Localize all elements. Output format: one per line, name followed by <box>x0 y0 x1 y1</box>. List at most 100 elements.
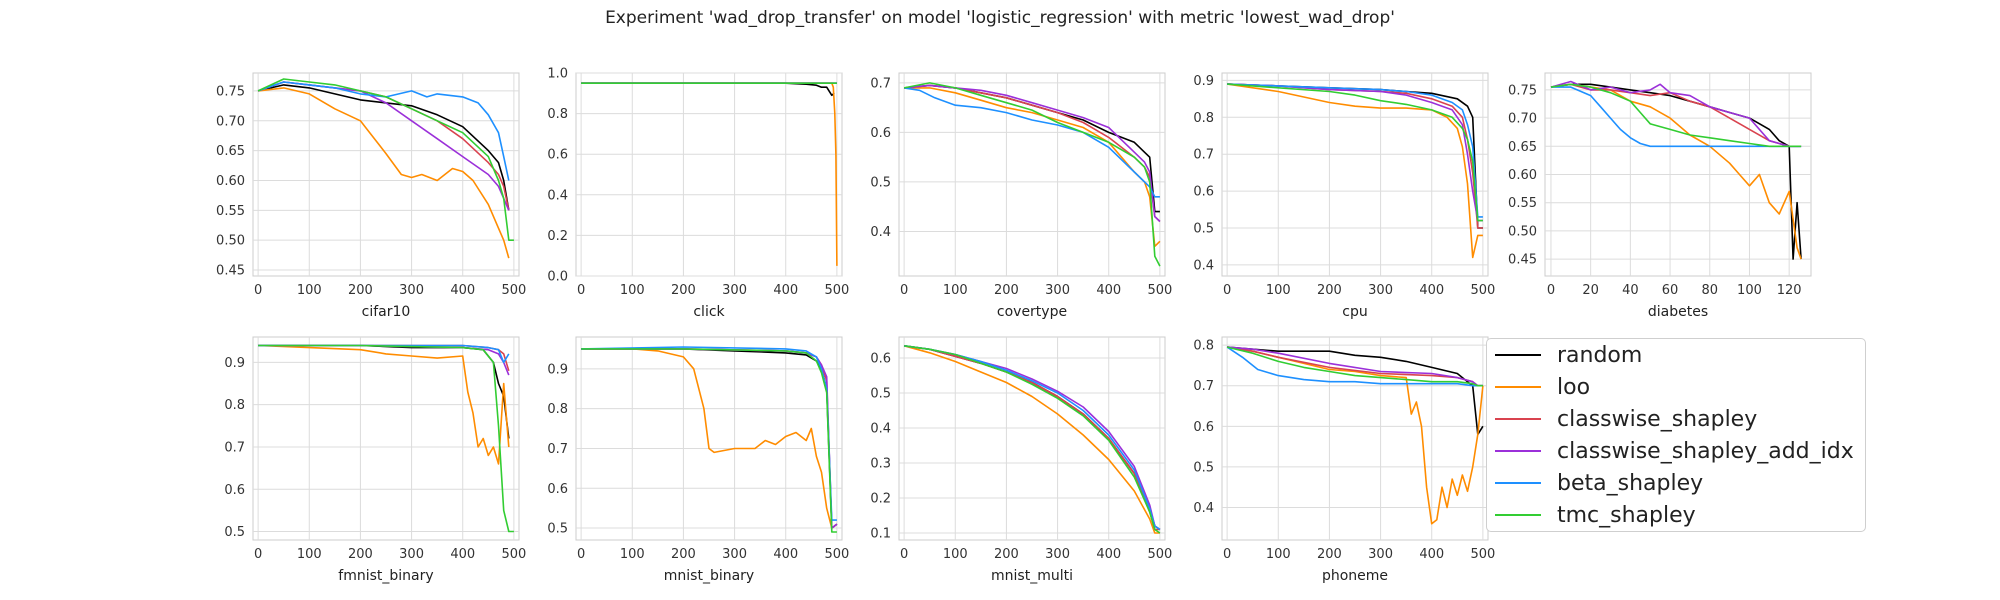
x-tick-label: 300 <box>1045 547 1070 562</box>
series-line-beta-shapley <box>257 81 510 181</box>
y-tick-label: 0.6 <box>547 148 568 163</box>
x-axis-label: mnist_multi <box>991 568 1073 584</box>
x-tick-label: 500 <box>501 283 526 298</box>
y-tick-label: 0.65 <box>216 144 245 159</box>
y-tick-label: 0.6 <box>547 482 568 497</box>
legend-swatch-classwise-shapley-add-idx <box>1495 450 1541 452</box>
y-tick-label: 0.9 <box>547 362 568 377</box>
x-axis-label: covertype <box>997 304 1067 320</box>
figure-title: Experiment 'wad_drop_transfer' on model … <box>605 8 1395 28</box>
x-tick-label: 300 <box>1368 547 1393 562</box>
x-tick-label: 400 <box>773 283 798 298</box>
y-tick-label: 0.6 <box>870 352 891 367</box>
y-tick-label: 0.8 <box>1193 339 1214 354</box>
legend-swatch-beta-shapley <box>1495 482 1541 484</box>
x-axis-label: phoneme <box>1322 568 1388 584</box>
x-tick-label: 0 <box>900 547 908 562</box>
legend-label-classwise-shapley-add-idx: classwise_shapley_add_idx <box>1557 438 1854 464</box>
x-tick-label: 500 <box>1147 547 1172 562</box>
y-tick-label: 0.50 <box>216 234 245 249</box>
plot-area <box>252 72 520 277</box>
x-tick-label: 0 <box>254 547 262 562</box>
y-tick-label: 0.3 <box>870 457 891 472</box>
series-line-loo <box>581 348 833 529</box>
x-tick-label: 400 <box>1096 547 1121 562</box>
y-tick-label: 0.7 <box>870 76 891 91</box>
legend-item-beta-shapley: beta_shapley <box>1487 467 1865 499</box>
y-tick-label: 0.50 <box>1508 224 1537 239</box>
series-line-tmc-shapley <box>1226 346 1483 387</box>
series-line-loo <box>1226 346 1484 525</box>
panel-diabetes: 0 20 40 60 80 100 120 0.45 0.50 0.55 0.60 0.65 0.70 0… <box>1508 72 1812 320</box>
x-tick-label: 100 <box>620 283 645 298</box>
series-line-loo <box>258 87 510 259</box>
x-tick-label: 200 <box>994 547 1019 562</box>
x-tick-label: 400 <box>450 547 475 562</box>
x-tick-label: 200 <box>1317 283 1342 298</box>
x-tick-label: 100 <box>297 547 322 562</box>
x-tick-label: 0 <box>900 283 908 298</box>
series-line-tmc-shapley <box>903 82 1161 267</box>
x-tick-label: 0 <box>1223 283 1231 298</box>
x-tick-label: 300 <box>1368 283 1393 298</box>
x-tick-label: 400 <box>450 283 475 298</box>
x-axis-label: mnist_binary <box>664 568 754 584</box>
x-tick-label: 0 <box>254 283 262 298</box>
y-tick-label: 0.45 <box>216 264 245 279</box>
panel-fmnist-binary: 0 100 200 300 400 500 0.5 0.6 0.7 0.8 0.9 fmnist_bi… <box>224 336 526 584</box>
legend-label-loo: loo <box>1557 374 1591 400</box>
y-tick-label: 0.4 <box>1193 258 1214 273</box>
panel-mnist-binary: 0 100 200 300 400 500 0.5 0.6 0.7 0.8 0.9 mnist_bin… <box>547 336 849 584</box>
plot-area <box>898 72 1166 277</box>
legend-label-random: random <box>1557 342 1643 368</box>
x-tick-label: 200 <box>994 283 1019 298</box>
series-line-tmc-shapley <box>581 348 837 533</box>
y-tick-label: 0.7 <box>1193 379 1214 394</box>
legend-label-classwise-shapley: classwise_shapley <box>1557 406 1758 432</box>
y-tick-label: 0.2 <box>547 229 568 244</box>
x-tick-label: 0 <box>577 547 585 562</box>
x-tick-label: 100 <box>1266 283 1291 298</box>
series-line-tmc-shapley <box>257 78 514 241</box>
panel-phoneme: 0 100 200 300 400 500 0.4 0.5 0.6 0.7 0.8 phoneme <box>1193 336 1495 584</box>
series-line-tmc-shapley <box>258 344 514 533</box>
series-line-beta-shapley <box>1226 346 1483 387</box>
x-tick-label: 0 <box>577 283 585 298</box>
legend-swatch-tmc-shapley <box>1495 514 1541 516</box>
x-tick-label: 40 <box>1622 283 1639 298</box>
series-line-tmc-shapley <box>1550 83 1802 148</box>
legend-swatch-random <box>1495 354 1541 356</box>
y-tick-label: 0.8 <box>547 402 568 417</box>
x-tick-label: 400 <box>1419 547 1444 562</box>
plot-area <box>252 336 520 541</box>
x-tick-label: 60 <box>1662 283 1679 298</box>
series-line-tmc-shapley <box>903 345 1161 534</box>
y-tick-label: 0.7 <box>224 440 245 455</box>
series-line-beta-shapley <box>1551 86 1802 148</box>
x-axis-label: cifar10 <box>362 304 411 320</box>
y-tick-label: 0.4 <box>870 422 891 437</box>
y-tick-label: 0.55 <box>216 204 245 219</box>
x-tick-label: 200 <box>671 283 696 298</box>
y-tick-label: 0.4 <box>870 225 891 240</box>
x-tick-label: 100 <box>943 547 968 562</box>
y-tick-label: 0.7 <box>547 442 568 457</box>
series-line-classwise-shapley-add-idx <box>904 84 1161 223</box>
x-tick-label: 120 <box>1777 283 1802 298</box>
y-tick-label: 0.8 <box>1193 111 1214 126</box>
panel-cpu: 0 100 200 300 400 500 0.4 0.5 0.6 0.7 0.8 0.9 cpu <box>1193 72 1495 320</box>
panel-click: 0 100 200 300 400 500 0.0 0.2 0.4 0.6 0.8 1.0 click <box>547 67 849 321</box>
y-tick-label: 0.6 <box>870 126 891 141</box>
y-tick-label: 0.5 <box>870 387 891 402</box>
y-tick-label: 0.60 <box>216 174 245 189</box>
series-line-tmc-shapley <box>1227 83 1483 222</box>
x-tick-label: 500 <box>1470 547 1495 562</box>
x-tick-label: 0 <box>1223 547 1231 562</box>
x-tick-label: 300 <box>722 283 747 298</box>
x-tick-label: 100 <box>620 547 645 562</box>
y-tick-label: 0.60 <box>1508 168 1537 183</box>
legend-swatch-classwise-shapley <box>1495 418 1541 420</box>
y-tick-label: 0.5 <box>547 522 568 537</box>
y-tick-label: 0.9 <box>1193 74 1214 89</box>
